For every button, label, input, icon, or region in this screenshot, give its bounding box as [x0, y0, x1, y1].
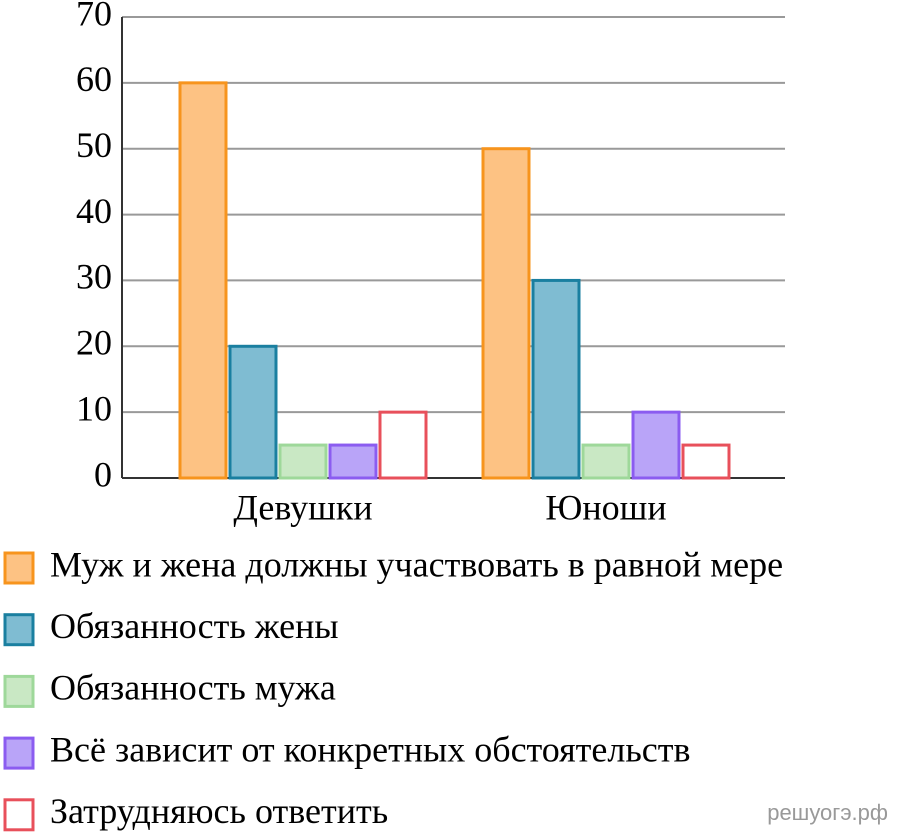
y-tick-label: 70: [76, 0, 112, 33]
y-tick-label: 50: [76, 125, 112, 165]
legend-label: Затрудняюсь ответить: [50, 791, 388, 831]
bar: [481, 147, 531, 480]
bar: [631, 410, 681, 480]
bar: [228, 344, 278, 480]
bar: [278, 443, 328, 480]
y-tick-label: 30: [76, 257, 112, 297]
x-tick-label: Юноши: [545, 487, 666, 527]
legend-swatch: [3, 736, 35, 770]
legend-label: Муж и жена должны участвовать в равной м…: [50, 544, 783, 584]
bar: [328, 443, 378, 480]
bar: [681, 443, 731, 480]
y-tick-label: 0: [94, 454, 112, 494]
legend-label: Всё зависит от конкретных обстоятельств: [50, 729, 690, 769]
legend-label: Обязанность жены: [50, 606, 339, 646]
legend-swatch: [3, 674, 35, 708]
watermark: решуогэ.рф: [767, 800, 888, 825]
y-tick-label: 40: [76, 191, 112, 231]
y-tick-label: 60: [76, 59, 112, 99]
legend-label: Обязанность мужа: [50, 668, 336, 708]
legend-swatch: [3, 798, 35, 832]
bar: [581, 443, 631, 480]
legend-swatch: [3, 613, 35, 647]
x-tick-label: Девушки: [233, 487, 372, 527]
bar: [178, 81, 228, 480]
bar: [531, 278, 581, 480]
y-tick-label: 20: [76, 323, 112, 363]
bar: [378, 410, 428, 480]
y-tick-label: 10: [76, 388, 112, 428]
legend-swatch: [3, 551, 35, 585]
